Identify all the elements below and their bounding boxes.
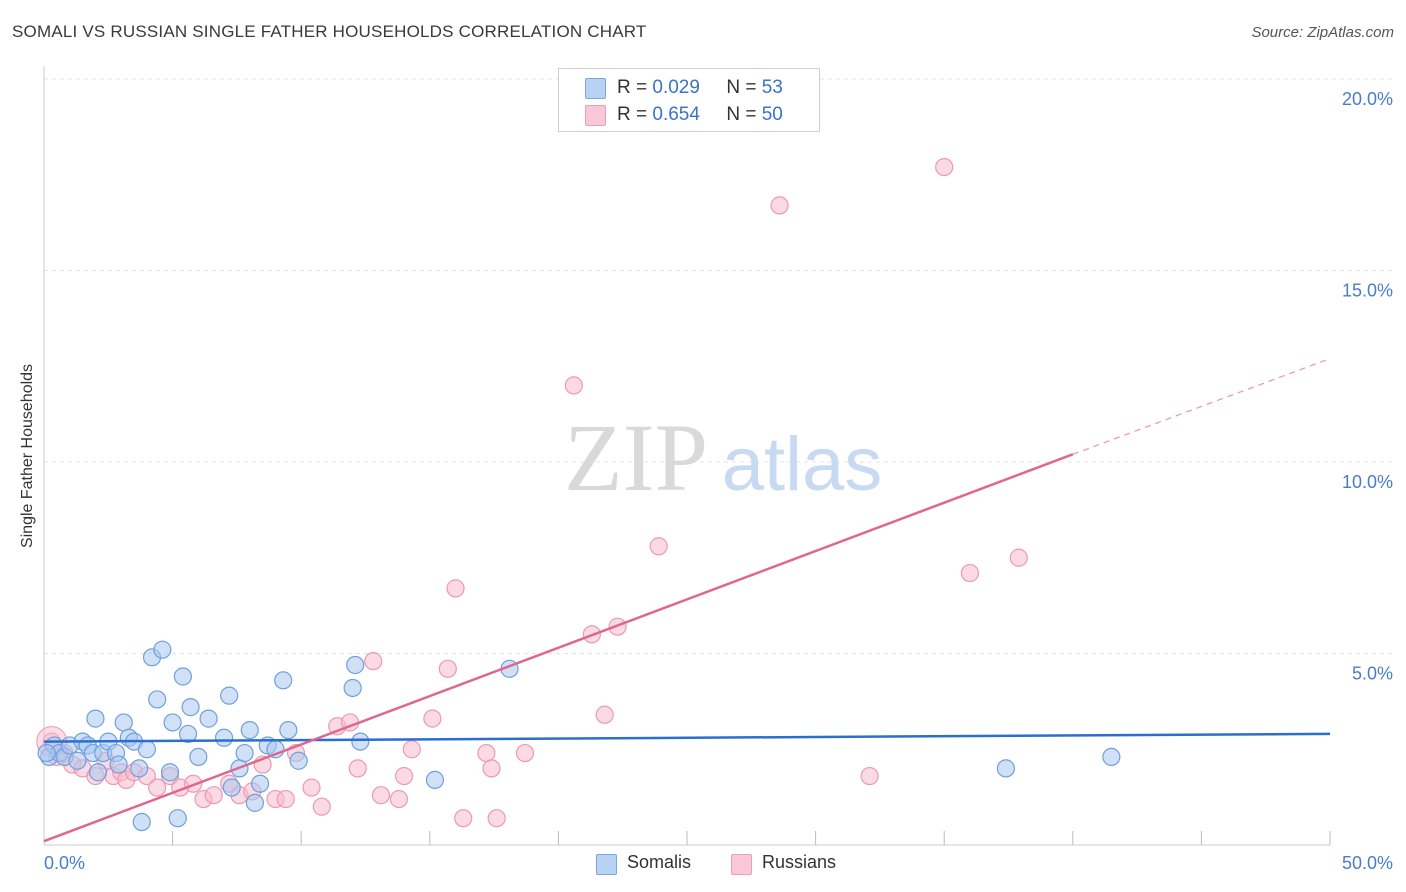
russians-point-52 [1009, 548, 1028, 567]
somalis-n-label: N = [726, 77, 757, 98]
russians-r-label: R = [617, 104, 648, 125]
russians-point-39 [477, 743, 496, 763]
somalis-point-37 [240, 720, 259, 740]
russians-point-26 [312, 797, 331, 816]
somalis-point-26 [168, 809, 187, 828]
grid-lines [44, 78, 1392, 654]
russians-point-37 [446, 579, 465, 598]
somalis-legend-swatch [596, 854, 617, 875]
somalis-swatch [585, 78, 606, 99]
russians-point-34 [402, 740, 421, 759]
y-tick-labels: 5.0% 10.0% 15.0% 20.0% [1342, 89, 1393, 684]
russians-point-31 [371, 786, 391, 805]
russians-point-43 [564, 376, 583, 395]
somalis-point-39 [250, 774, 270, 793]
russians-point-41 [487, 809, 506, 828]
russians-point-40 [482, 759, 501, 778]
x-tick-label-min: 0.0% [44, 853, 85, 873]
russians-point-30 [364, 652, 383, 671]
somalis-point-27 [173, 667, 192, 686]
russians-point-38 [454, 809, 473, 828]
somalis-point-38 [245, 793, 265, 812]
y-tick-label-1: 10.0% [1342, 472, 1393, 492]
watermark: ZIP atlas [564, 404, 882, 511]
russians-point-47 [649, 537, 668, 556]
somalis-r-label: R = [617, 77, 648, 98]
stats-legend: R = 0.029 N = 53 R = 0.654 N = 50 [558, 68, 820, 132]
somalis-n-value: 53 [761, 77, 783, 98]
russians-legend-swatch [731, 854, 752, 875]
somalis-point-30 [189, 747, 208, 767]
somalis-point-23 [153, 640, 172, 659]
somalis-point-36 [235, 743, 254, 763]
x-tick-label-max: 50.0% [1342, 853, 1393, 873]
russians-point-33 [394, 766, 414, 786]
y-tick-label-2: 15.0% [1342, 281, 1393, 301]
somalis-point-46 [346, 655, 365, 675]
russians-n-value: 50 [761, 104, 783, 125]
trend-lines [43, 358, 1331, 843]
somalis-point-43 [279, 720, 298, 740]
somalis-point-20 [137, 740, 156, 759]
somalis-point-31 [199, 709, 218, 728]
russians-point-50 [935, 157, 954, 177]
somalis-point-14 [109, 755, 128, 774]
somalis-trend-line [43, 732, 1331, 743]
russians-swatch [585, 105, 606, 126]
y-tick-label-0: 5.0% [1352, 664, 1393, 684]
somalis-point-28 [178, 724, 198, 744]
somalis-point-33 [220, 686, 239, 705]
axes [43, 66, 1331, 846]
russians-point-12 [148, 778, 167, 797]
somalis-point-32 [214, 728, 234, 747]
watermark-zip: ZIP [564, 404, 708, 511]
somalis-point-18 [130, 759, 149, 778]
somalis-point-47 [351, 732, 370, 751]
russians-r-value: 0.654 [652, 104, 700, 125]
somalis-point-42 [274, 671, 293, 690]
russians-point-32 [389, 789, 409, 809]
russians-point-42 [515, 743, 535, 763]
somalis-point-29 [181, 698, 200, 717]
russians-point-25 [302, 778, 321, 797]
somalis-point-9 [86, 709, 105, 728]
russians-point-45 [595, 705, 614, 724]
somalis-point-52 [37, 743, 56, 763]
chart-title: SOMALI VS RUSSIAN SINGLE FATHER HOUSEHOL… [12, 22, 647, 41]
russians-point-29 [348, 759, 367, 778]
russians-point-48 [770, 196, 789, 215]
somalis-point-50 [996, 759, 1016, 778]
russians-legend-label: Russians [762, 852, 837, 872]
russians-n-label: N = [726, 104, 757, 125]
somalis-points [37, 640, 1121, 832]
somalis-point-19 [132, 812, 151, 832]
russians-trend-extension [1072, 358, 1331, 455]
somalis-point-51 [1102, 747, 1121, 767]
somalis-point-10 [88, 763, 108, 782]
somalis-point-48 [425, 770, 445, 789]
y-tick-label-3: 20.0% [1342, 89, 1393, 109]
russians-point-17 [204, 786, 223, 805]
russians-point-23 [276, 789, 295, 809]
somalis-point-25 [163, 713, 182, 732]
somalis-r-value: 0.029 [652, 77, 700, 98]
somalis-point-34 [222, 778, 241, 797]
somalis-point-15 [114, 713, 133, 732]
source-credit: Source: ZipAtlas.com [1251, 24, 1394, 41]
russians-point-36 [438, 659, 457, 678]
somalis-point-24 [160, 763, 180, 782]
somalis-point-22 [148, 690, 167, 709]
russians-point-35 [423, 709, 442, 728]
russians-trend-line [43, 453, 1074, 843]
russians-point-49 [860, 766, 879, 786]
somalis-point-5 [68, 751, 87, 770]
somalis-point-45 [343, 678, 362, 698]
russians-point-51 [960, 563, 980, 583]
somalis-legend-label: Somalis [627, 852, 692, 872]
somalis-point-44 [289, 751, 308, 770]
watermark-atlas: atlas [722, 422, 883, 507]
